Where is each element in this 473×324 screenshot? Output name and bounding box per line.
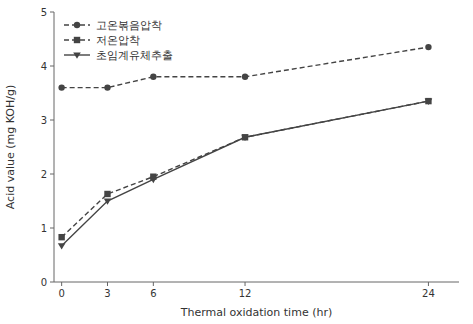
plot-area (58, 44, 432, 250)
y-axis-line (54, 12, 55, 282)
x-axis-line (54, 282, 459, 283)
data-point (425, 98, 431, 104)
y-tick-label: 2 (41, 169, 47, 180)
series (58, 99, 432, 250)
legend-marker (74, 37, 80, 43)
data-point (150, 177, 158, 183)
series (58, 44, 431, 91)
data-point (104, 198, 112, 204)
y-tick (50, 282, 54, 283)
y-tick (50, 174, 54, 175)
legend-label: 저온압착 (96, 34, 140, 47)
y-tick-label: 3 (41, 115, 47, 126)
x-tick (245, 282, 246, 286)
series (58, 98, 431, 240)
x-tick (428, 282, 429, 286)
chart-container: 0361224012345Thermal oxidation time (hr)… (0, 0, 473, 324)
x-tick (107, 282, 108, 286)
data-point (242, 74, 248, 80)
legend-label: 초임계유체추출 (96, 49, 173, 62)
x-tick-label: 3 (104, 288, 110, 299)
x-tick-label: 0 (58, 288, 64, 299)
x-axis-label: Thermal oxidation time (hr) (180, 306, 332, 319)
series-line (62, 47, 429, 88)
data-point (58, 84, 64, 90)
y-tick-label: 5 (41, 7, 47, 18)
y-axis-label: Acid value (mg KOH/g) (4, 85, 17, 209)
data-point (104, 191, 110, 197)
data-point (241, 135, 249, 141)
data-point (150, 74, 156, 80)
x-tick-label: 12 (239, 288, 252, 299)
legend-label: 고온볶음압착 (96, 19, 162, 32)
y-tick-label: 4 (41, 61, 47, 72)
axes: 0361224012345 (41, 7, 459, 300)
x-tick (153, 282, 154, 286)
legend: 고온볶음압착저온압착초임계유체추출 (64, 19, 173, 62)
series-line (62, 101, 429, 237)
legend-marker (74, 22, 80, 28)
x-tick-label: 6 (150, 288, 156, 299)
y-tick-label: 1 (41, 223, 47, 234)
x-tick (61, 282, 62, 286)
data-point (425, 44, 431, 50)
y-tick (50, 228, 54, 229)
y-tick (50, 66, 54, 67)
data-point (242, 134, 248, 140)
data-point (425, 99, 433, 105)
legend-marker (73, 52, 81, 58)
chart-svg: 0361224012345Thermal oxidation time (hr)… (0, 0, 473, 324)
y-tick-label: 0 (41, 277, 47, 288)
data-point (58, 234, 64, 240)
data-point (58, 243, 66, 249)
y-tick (50, 120, 54, 121)
y-tick (50, 12, 54, 13)
x-tick-label: 24 (422, 288, 435, 299)
data-point (104, 84, 110, 90)
series-line (62, 101, 429, 246)
